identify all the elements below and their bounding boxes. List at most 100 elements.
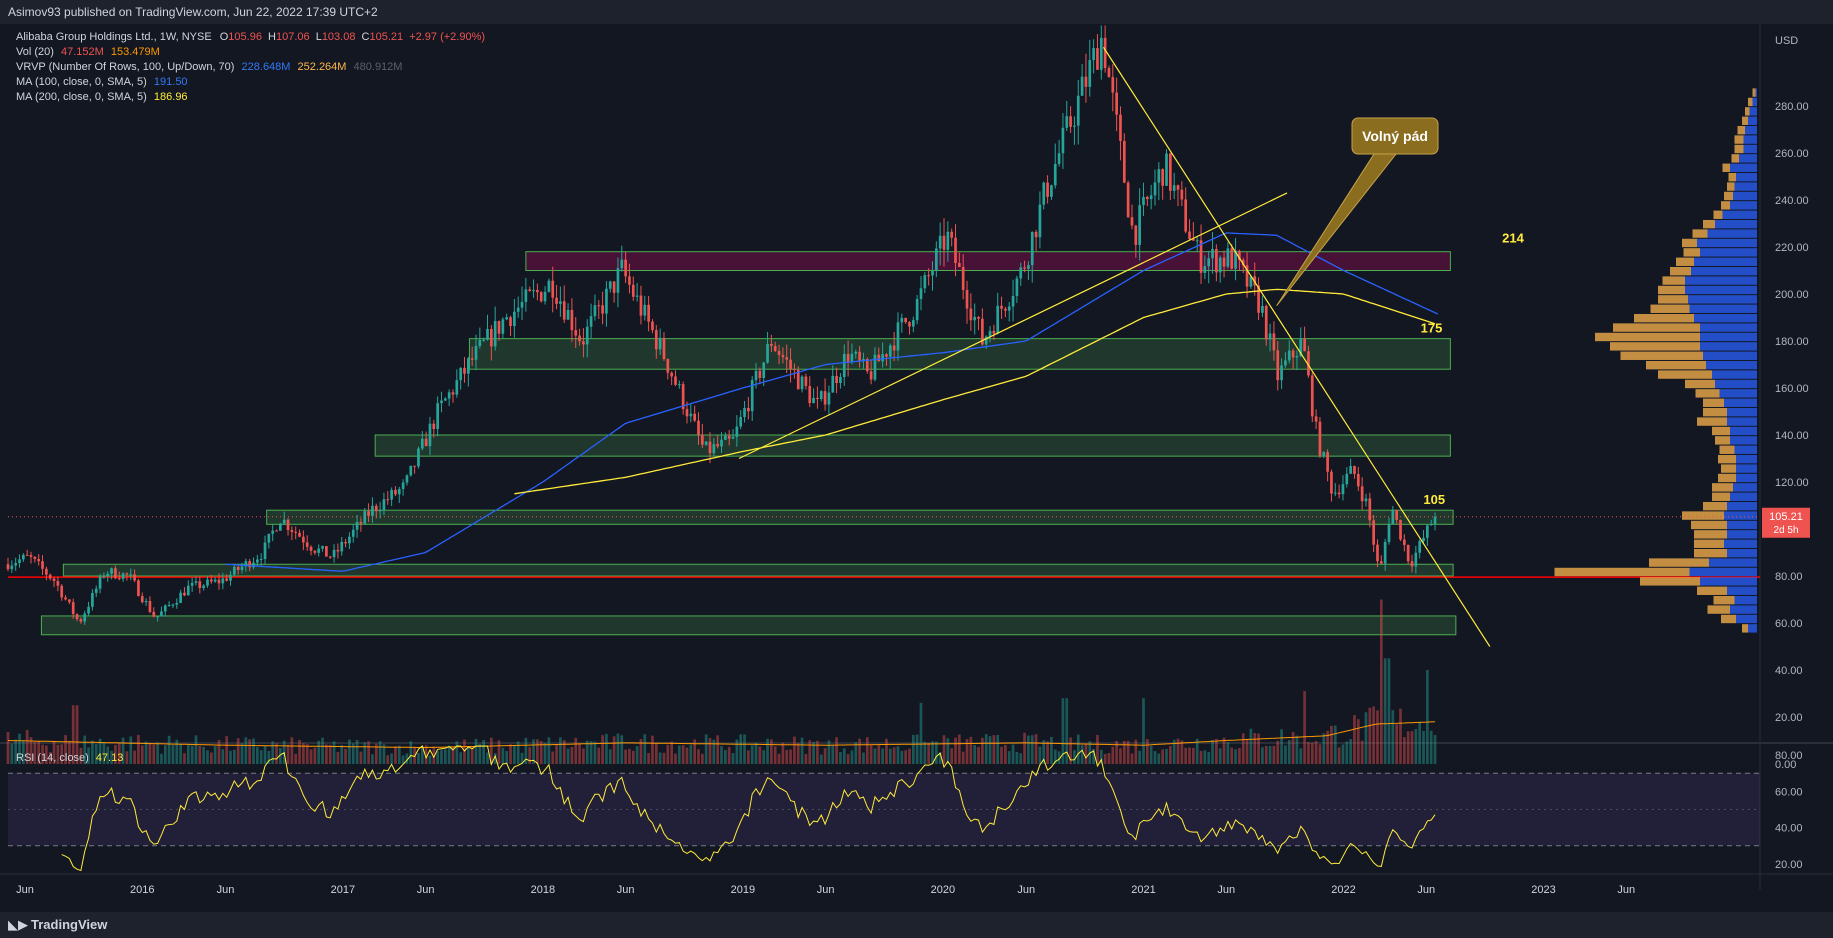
candle-body	[294, 531, 298, 533]
vrvp-down-bar	[1682, 238, 1697, 248]
volume-bar	[585, 740, 589, 764]
volume-bar	[313, 747, 317, 764]
vrvp-up-bar	[1730, 163, 1757, 172]
candle-body	[877, 354, 881, 362]
candle-body	[1418, 541, 1422, 553]
candle-body	[417, 448, 420, 467]
candle-body	[1153, 182, 1157, 196]
candle-body	[582, 341, 585, 345]
volume-bar	[854, 742, 858, 764]
candle-body	[1257, 285, 1260, 313]
candle-body	[148, 600, 152, 612]
volume-bar	[160, 753, 163, 764]
volume-bar	[336, 751, 340, 764]
candle-body	[1172, 185, 1176, 191]
volume-bar	[961, 751, 965, 764]
volume-bar	[543, 743, 547, 764]
candle-body	[41, 561, 44, 569]
candle-body	[1053, 163, 1057, 186]
volume-bar	[179, 744, 182, 764]
candle-body	[186, 585, 190, 596]
volume-bar	[892, 747, 896, 764]
candle-body	[240, 566, 244, 571]
chart-area[interactable]: 0.0020.0040.0060.0080.00100.00120.00140.…	[0, 24, 1833, 914]
candle-body	[482, 339, 486, 341]
volume-bar	[735, 739, 739, 764]
vrvp-up-bar	[1733, 191, 1757, 201]
price-axis-tick: 280.00	[1775, 101, 1809, 113]
candle-body	[1234, 250, 1237, 269]
candle-body	[1088, 60, 1092, 87]
candle-body	[1422, 537, 1425, 542]
candle-body	[919, 288, 923, 299]
volume-bar	[505, 751, 509, 764]
volume-bar	[140, 745, 144, 764]
candle-body	[432, 423, 436, 430]
volume-bar	[321, 737, 324, 764]
price-chart-svg[interactable]: 0.0020.0040.0060.0080.00100.00120.00140.…	[0, 24, 1833, 914]
volume-bar	[1238, 748, 1241, 764]
tradingview-logo[interactable]: ◣▶ TradingView	[8, 917, 107, 933]
volume-bar	[1353, 715, 1356, 764]
volume-bar	[194, 735, 198, 764]
candle-body	[1429, 523, 1433, 526]
vrvp-up-bar	[1709, 558, 1757, 567]
candle-body	[420, 438, 424, 449]
candle-body	[915, 298, 919, 321]
candle-body	[509, 317, 512, 327]
candle-body	[451, 392, 455, 395]
volume-bar	[1372, 706, 1375, 764]
legend-symbol-row: Alibaba Group Holdings Ltd., 1W, NYSE O1…	[16, 31, 485, 43]
volume-bar	[1015, 751, 1019, 764]
volume-bar	[106, 746, 110, 764]
candle-body	[1145, 197, 1149, 200]
candle-body	[267, 533, 271, 543]
candle-body	[881, 354, 884, 362]
volume-bar	[651, 735, 654, 764]
candle-body	[163, 605, 167, 612]
volume-bar	[45, 745, 48, 764]
volume-bar	[1230, 747, 1234, 764]
vrvp-up-bar	[1749, 107, 1757, 116]
vrvp-down-bar	[1718, 454, 1736, 464]
volume-bar	[325, 744, 328, 764]
candle-body	[455, 380, 459, 395]
candle-body	[524, 289, 528, 302]
vrvp-up-bar	[1719, 389, 1757, 398]
volume-bar	[1122, 740, 1126, 764]
time-axis-tick: 2016	[130, 884, 154, 896]
volume-bar	[317, 740, 321, 764]
candle-body	[1034, 231, 1038, 238]
volume-bar	[654, 743, 658, 764]
vrvp-down-bar	[1695, 389, 1720, 398]
candle-body	[229, 574, 232, 581]
candle-body	[125, 573, 129, 575]
candle-body	[1149, 195, 1153, 200]
support-zone	[468, 338, 1451, 370]
volume-bar	[1330, 725, 1333, 764]
candle-body	[635, 295, 639, 297]
candle-body	[681, 384, 685, 410]
candle-body	[374, 505, 378, 512]
volume-bar	[1050, 736, 1053, 764]
ma100-line	[225, 232, 1439, 572]
candle-body	[371, 505, 374, 516]
vrvp-down-bar	[1748, 97, 1753, 107]
candle-body	[60, 585, 64, 598]
candle-body	[628, 276, 631, 285]
volume-bar	[1004, 744, 1007, 764]
price-axis-tick: 20.00	[1775, 712, 1803, 724]
volume-bar	[213, 746, 217, 764]
candle-body	[1007, 306, 1011, 311]
vrvp-up-bar	[1689, 567, 1757, 577]
candle-body	[942, 235, 946, 250]
volume-bar	[931, 741, 934, 764]
vrvp-down-bar	[1713, 595, 1735, 605]
candle-body	[1207, 258, 1211, 267]
volume-bar	[1053, 749, 1057, 764]
candle-body	[1307, 351, 1310, 376]
last-price-countdown: 2d 5h	[1773, 525, 1798, 536]
time-axis-tick: 2023	[1531, 884, 1555, 896]
candle-body	[336, 549, 340, 552]
legend-rsi-label: RSI (14, close)	[16, 752, 89, 764]
